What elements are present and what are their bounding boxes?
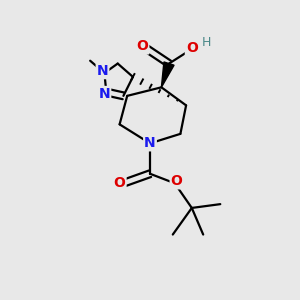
Polygon shape [161,62,174,87]
Text: N: N [99,87,110,101]
Text: O: O [136,40,148,53]
Text: N: N [97,64,108,78]
Text: O: O [171,174,182,188]
Text: O: O [186,41,198,56]
Text: H: H [201,36,211,49]
Text: O: O [114,176,125,190]
Text: N: N [144,136,156,150]
